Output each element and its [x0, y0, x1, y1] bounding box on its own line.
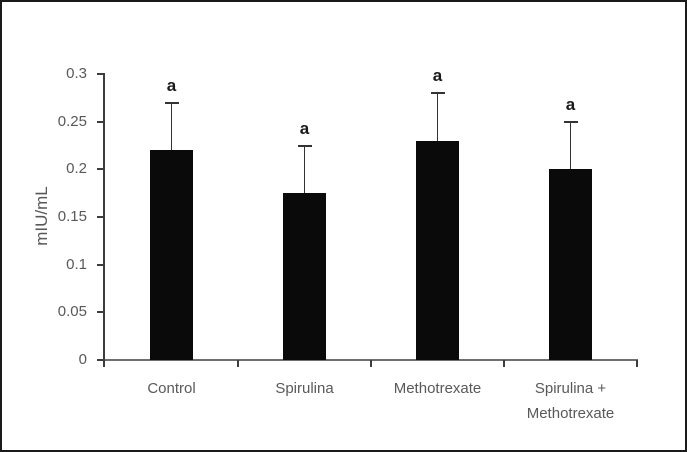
- plot-area: 0 0.05 0.1 0.15 0.2 0.25 0.3 a Control a Spirulina…: [58, 65, 638, 422]
- y-tick: [97, 263, 104, 266]
- y-tick-label: 0.05: [57, 303, 87, 321]
- y-tick-label: 0.15: [57, 208, 87, 225]
- y-tick: [97, 73, 104, 75]
- y-tick-label: 0.25: [57, 112, 87, 130]
- y-tick-label: 0.1: [66, 255, 87, 273]
- x-category-label: Spirulina + Methotrexate: [526, 380, 615, 422]
- bar: [150, 150, 193, 360]
- y-tick-label: 0: [78, 351, 87, 368]
- bar: [549, 169, 592, 360]
- y-tick-label: 0.2: [66, 160, 87, 178]
- error-bar: [170, 102, 173, 151]
- y-tick: [97, 120, 104, 123]
- error-bar: [436, 93, 439, 141]
- x-category-label: Control: [147, 380, 196, 397]
- error-bar-cap: [164, 101, 179, 104]
- y-tick: [97, 168, 104, 171]
- error-bar: [303, 145, 306, 194]
- bar: [283, 193, 326, 360]
- error-bar: [569, 121, 572, 170]
- y-tick-label: 0.3: [66, 65, 87, 82]
- error-bar-cap: [297, 144, 312, 147]
- x-category-label: Spirulina: [275, 380, 334, 397]
- bar-annotation: a: [166, 75, 177, 95]
- y-tick: [97, 216, 104, 218]
- error-bar-cap: [563, 120, 578, 123]
- bar-annotation: a: [299, 118, 310, 138]
- bar-annotation: a: [565, 94, 576, 114]
- y-tick: [97, 359, 104, 361]
- error-bar-cap: [430, 92, 445, 95]
- bar: [416, 140, 459, 360]
- y-axis-line: [103, 73, 105, 367]
- x-category-label: Methotrexate: [393, 380, 482, 397]
- bar-annotation: a: [432, 66, 443, 86]
- y-tick: [97, 311, 104, 314]
- x-tick: [636, 360, 638, 367]
- x-tick: [237, 360, 239, 367]
- x-tick: [370, 360, 372, 367]
- x-tick: [503, 360, 505, 367]
